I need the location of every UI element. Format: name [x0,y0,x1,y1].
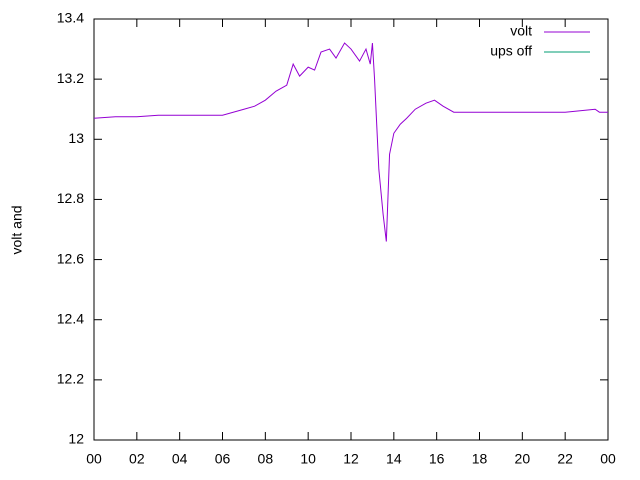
y-tick-label: 13.2 [57,70,84,86]
y-tick-label: 12 [68,431,84,447]
y-tick-label: 12.2 [57,371,84,387]
x-tick-label: 10 [300,451,316,467]
x-tick-label: 18 [472,451,488,467]
x-tick-label: 00 [600,451,616,467]
x-tick-label: 08 [258,451,274,467]
y-tick-label: 12.8 [57,190,84,206]
x-tick-label: 20 [515,451,531,467]
x-tick-label: 06 [215,451,231,467]
x-tick-label: 00 [86,451,102,467]
y-tick-label: 12.4 [57,310,84,326]
series-line [93,42,608,242]
y-tick-label: 13 [68,130,84,146]
x-tick-label: 12 [343,451,359,467]
y-tick-label: 13.4 [57,10,84,26]
x-tick-label: 02 [129,451,145,467]
plot-frame [93,18,609,441]
y-axis-label: volt and [9,205,25,254]
x-tick-label: 22 [557,451,573,467]
x-tick-label: 16 [429,451,445,467]
legend-label: ups off [490,43,532,59]
y-tick-label: 12.6 [57,250,84,266]
legend-label: volt [510,23,532,39]
x-tick-label: 14 [386,451,402,467]
x-tick-label: 04 [172,451,188,467]
